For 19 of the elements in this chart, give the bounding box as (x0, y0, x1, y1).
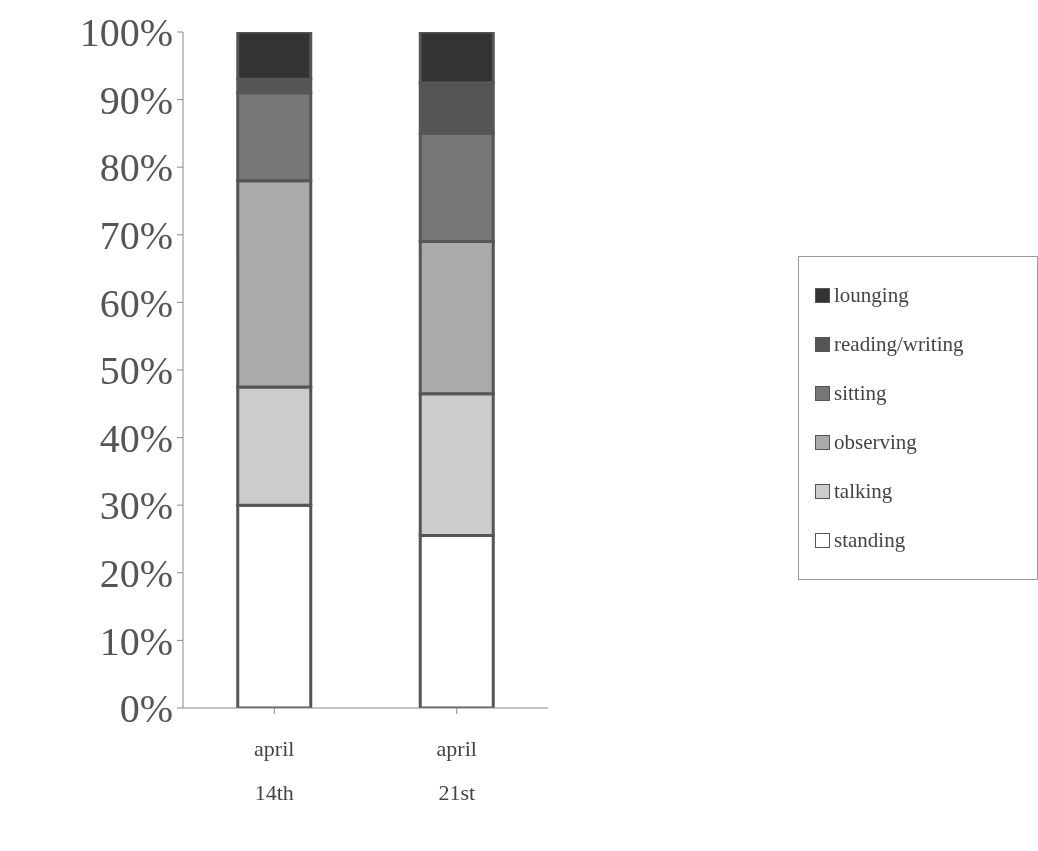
y-tick-label: 60% (99, 280, 173, 326)
x-tick-label: april 14th (254, 736, 295, 805)
legend-label: standing (834, 528, 906, 553)
legend-label: sitting (834, 381, 887, 406)
legend-label: reading/writing (834, 332, 964, 357)
y-tick-label: 80% (99, 145, 173, 191)
y-tick-label: 70% (99, 213, 173, 258)
legend-label: lounging (834, 283, 909, 308)
y-tick-label: 20% (99, 551, 173, 596)
y-tick-label: 0% (119, 686, 173, 732)
legend-label: observing (834, 430, 917, 455)
y-tick-label: 50% (99, 348, 173, 394)
y-tick-label: 30% (99, 483, 173, 529)
y-tick-label: 10% (99, 618, 173, 664)
y-tick-label: 90% (99, 77, 173, 123)
legend-label: talking (834, 479, 893, 504)
y-tick-label: 100% (79, 10, 173, 56)
x-tick-label: april 21st (436, 736, 477, 805)
y-tick-label: 40% (99, 415, 173, 461)
